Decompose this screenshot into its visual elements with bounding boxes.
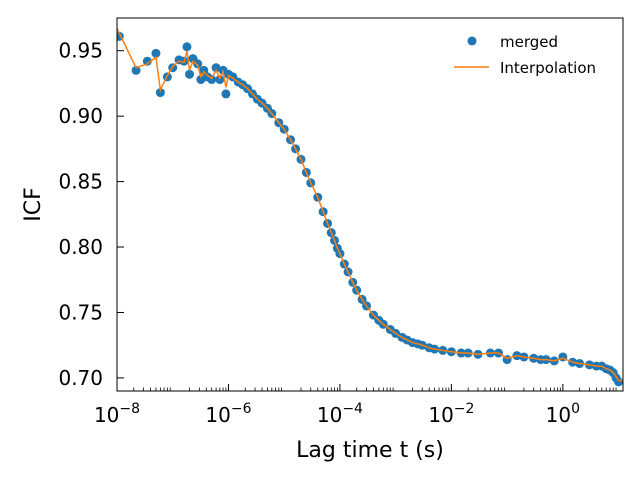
merged-point (131, 65, 141, 75)
x-tick-label: 100 (546, 401, 580, 427)
merged-point (211, 63, 221, 73)
y-tick-label: 0.80 (58, 235, 103, 259)
x-tick-label: 10−4 (317, 401, 363, 427)
merged-point (185, 69, 195, 79)
merged-point (221, 89, 231, 99)
legend-label-merged: merged (500, 33, 558, 51)
legend: merged Interpolation (454, 33, 596, 77)
y-axis-title: ICF (21, 187, 46, 222)
x-tick-label: 10−8 (94, 401, 140, 427)
merged-point (155, 88, 165, 98)
legend-label-interpolation: Interpolation (500, 59, 596, 77)
y-tick-label: 0.90 (58, 104, 103, 128)
x-tick-label: 10−6 (205, 401, 251, 427)
merged-point (142, 56, 152, 66)
x-tick-label: 10−2 (428, 401, 474, 427)
interpolation-line (117, 28, 623, 382)
legend-marker-merged (467, 36, 477, 46)
merged-point (199, 65, 209, 75)
x-axis-title: Lag time t (s) (296, 438, 444, 463)
axis-ticks: 10−8 10−6 10−4 10−2 100 0.70 0.75 0.80 0.85 0.90 0… (58, 39, 617, 427)
plot-area (117, 28, 623, 387)
y-tick-label: 0.85 (58, 170, 103, 194)
merged-point (151, 48, 161, 58)
merged-point (182, 42, 192, 52)
y-tick-label: 0.95 (58, 39, 103, 63)
merged-point (614, 377, 623, 387)
y-tick-label: 0.70 (58, 366, 103, 390)
plot-frame (116, 17, 624, 392)
merged-point (193, 59, 203, 69)
y-tick-label: 0.75 (58, 300, 103, 324)
